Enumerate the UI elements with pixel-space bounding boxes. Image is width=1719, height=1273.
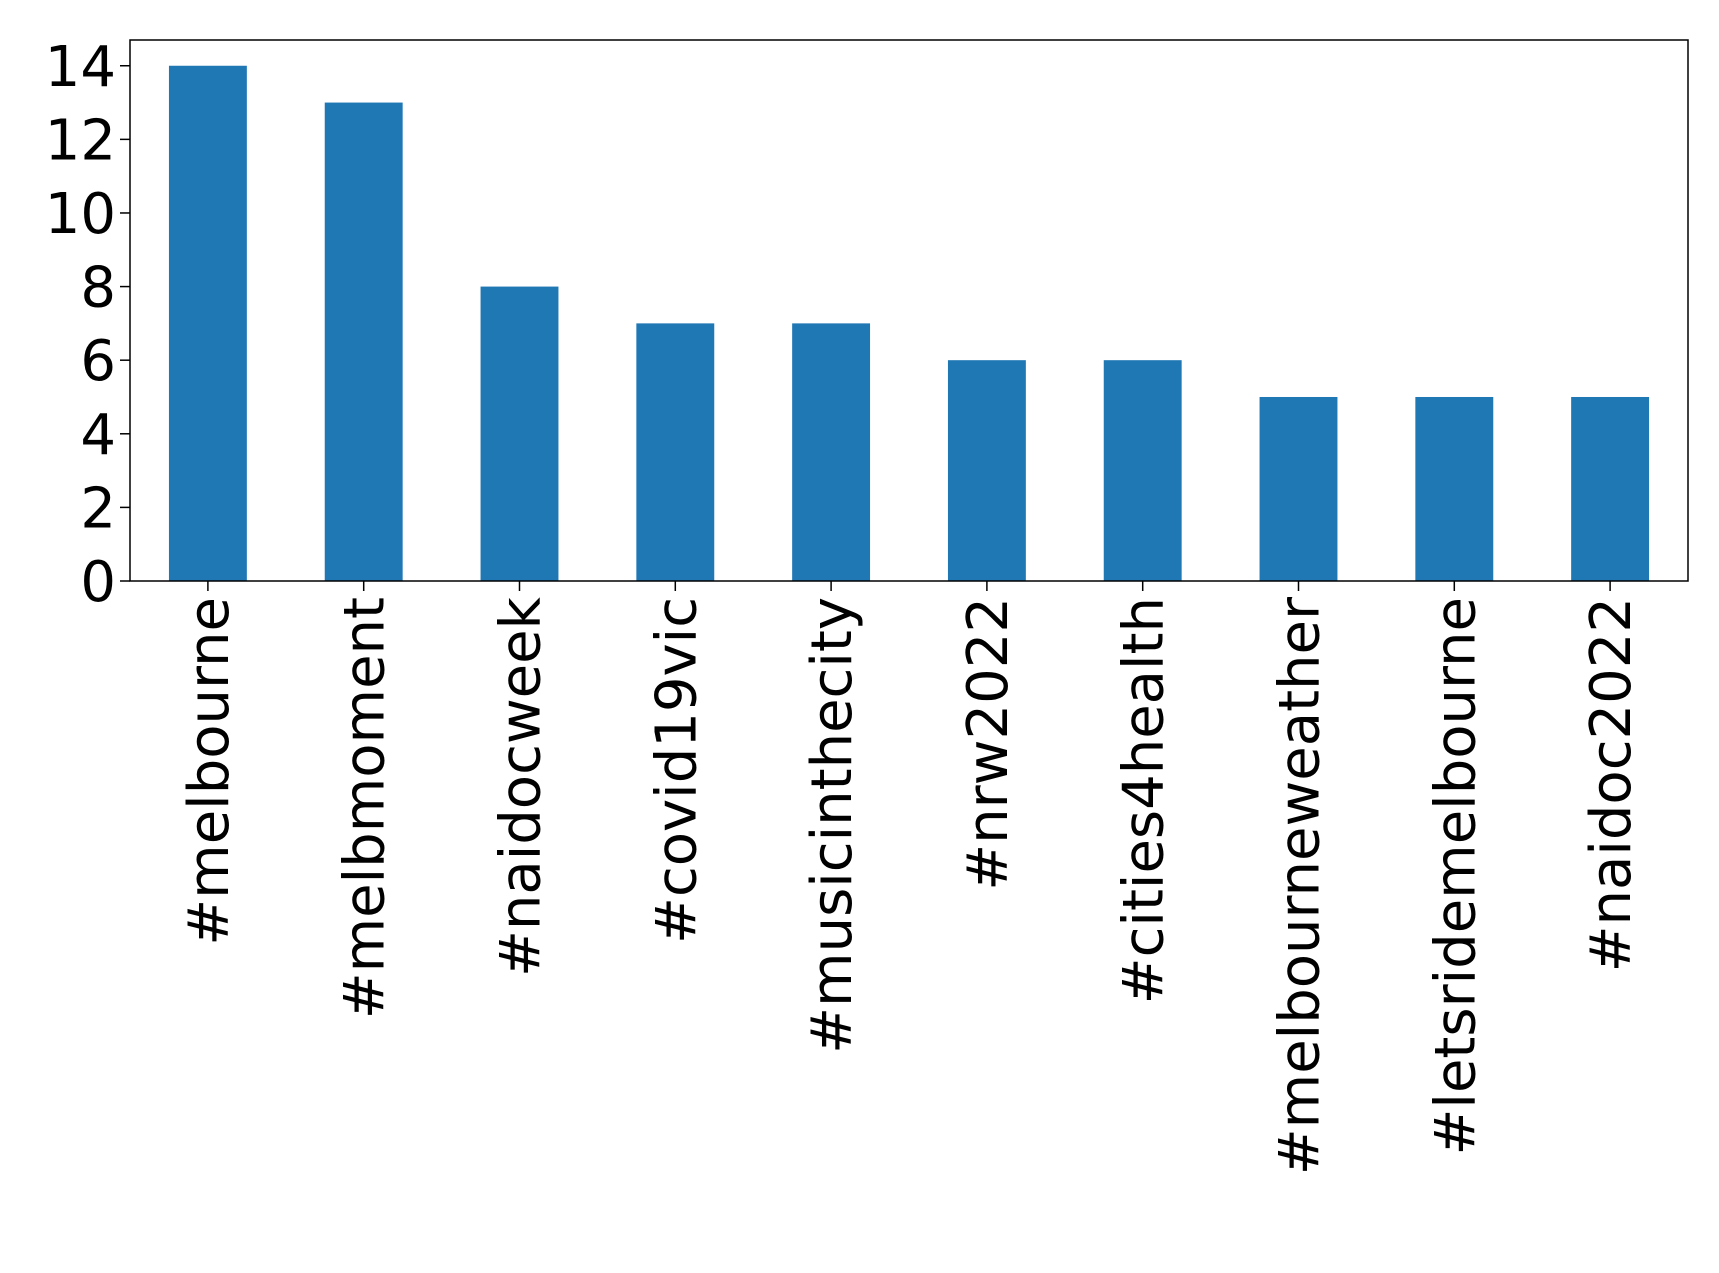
bar bbox=[168, 65, 247, 581]
x-tick-label: #melbourne bbox=[177, 597, 242, 946]
x-tick-label: #cities4health bbox=[1112, 597, 1177, 1004]
bar bbox=[480, 286, 559, 581]
x-tick-label: #naidocweek bbox=[489, 596, 554, 977]
plot-frame bbox=[129, 39, 1689, 582]
bar bbox=[1571, 396, 1650, 581]
y-tick-label: 2 bbox=[80, 476, 116, 541]
bar bbox=[1415, 396, 1494, 581]
y-tick-label: 8 bbox=[80, 256, 116, 321]
x-tick-label: #melbmoment bbox=[333, 597, 398, 1019]
x-tick-label: #covid19vic bbox=[644, 597, 709, 944]
y-tick-label: 0 bbox=[80, 550, 116, 615]
bar bbox=[947, 360, 1026, 581]
y-tick-label: 12 bbox=[45, 108, 116, 173]
x-tick-label: #melbourneweather bbox=[1268, 596, 1333, 1175]
bar bbox=[636, 323, 715, 581]
y-tick-label: 10 bbox=[45, 182, 116, 247]
y-tick-label: 4 bbox=[80, 403, 116, 468]
x-tick-label: #musicinthecity bbox=[800, 597, 865, 1054]
bar bbox=[1103, 360, 1182, 581]
y-tick-label: 14 bbox=[45, 35, 116, 100]
bar bbox=[324, 102, 403, 581]
bar bbox=[1259, 396, 1338, 581]
x-tick-label: #nrw2022 bbox=[956, 597, 1021, 891]
y-tick-label: 6 bbox=[80, 329, 116, 394]
x-tick-label: #letsridemelbourne bbox=[1423, 597, 1488, 1156]
x-tick-label: #naidoc2022 bbox=[1579, 597, 1644, 972]
bar bbox=[792, 323, 871, 581]
